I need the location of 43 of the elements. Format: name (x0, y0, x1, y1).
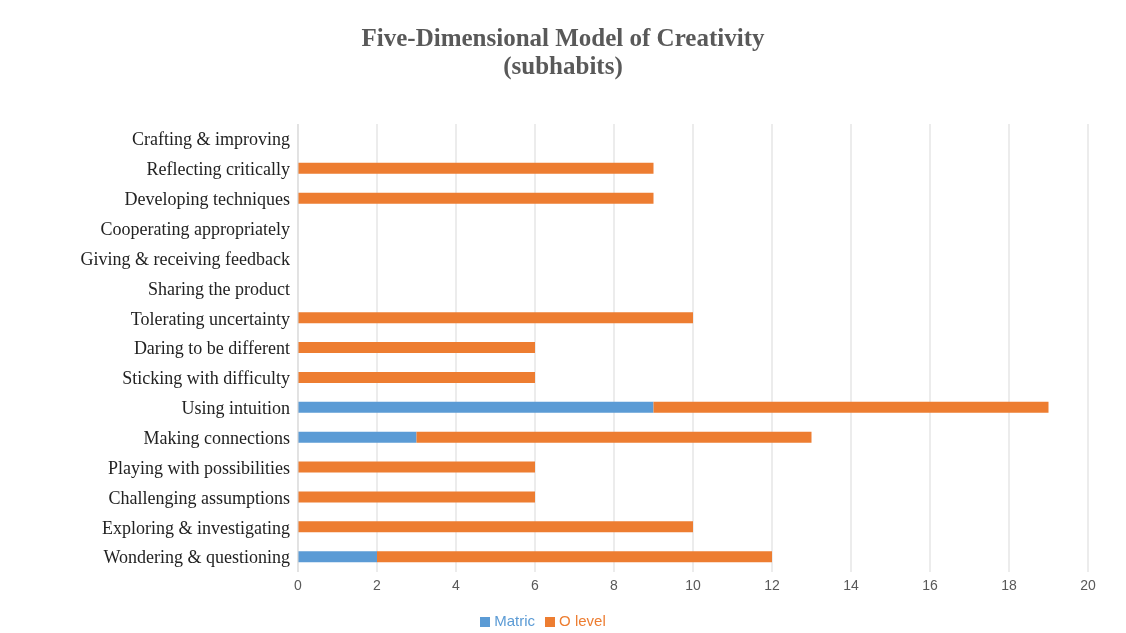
y-tick-label: Daring to be different (133, 338, 290, 359)
x-tick-label: 2 (373, 576, 382, 593)
y-tick-label: Wondering & questioning (103, 547, 290, 568)
bar (298, 192, 654, 204)
y-tick-label: Exploring & investigating (102, 517, 290, 538)
x-tick-label: 14 (843, 576, 859, 593)
x-tick-label: 16 (922, 576, 938, 593)
x-tick-label: 18 (1001, 576, 1017, 593)
chart-title: Five-Dimensional Model of Creativity (subhabits) (360, 23, 766, 82)
y-tick-label: Developing techniques (124, 189, 290, 210)
y-tick-label: Reflecting critically (146, 159, 290, 180)
bar (298, 162, 654, 174)
bar (377, 551, 772, 563)
bar (298, 312, 693, 324)
x-tick-label: 10 (685, 576, 701, 593)
bar (298, 551, 377, 563)
x-tick-label: 0 (294, 576, 303, 593)
y-tick-label: Cooperating appropriately (100, 218, 290, 239)
bar (416, 431, 812, 443)
bar (298, 521, 693, 533)
y-tick-label: Playing with possibilities (107, 457, 290, 478)
bar (298, 491, 535, 503)
y-tick-label: Using intuition (181, 398, 290, 419)
x-tick-label: 8 (610, 576, 619, 593)
bar (298, 401, 654, 413)
legend-label: Matric (494, 612, 536, 629)
y-tick-label: Challenging assumptions (108, 487, 290, 508)
bar (298, 461, 535, 473)
bar (653, 401, 1049, 413)
legend-label: O level (559, 612, 606, 629)
x-tick-label: 12 (764, 576, 780, 593)
y-tick-label: Crafting & improving (132, 129, 290, 150)
x-tick-label: 20 (1080, 576, 1096, 593)
y-tick-label: Giving & receiving feedback (80, 248, 290, 269)
bar (298, 431, 417, 443)
y-tick-label: Sharing the product (148, 278, 290, 299)
y-tick-label: Sticking with difficulty (122, 368, 290, 389)
y-tick-label: Tolerating uncertainty (130, 308, 290, 329)
x-tick-label: 6 (531, 576, 540, 593)
bar (298, 342, 535, 354)
bar (298, 371, 535, 383)
x-tick-label: 4 (452, 576, 461, 593)
y-tick-label: Making connections (143, 427, 290, 448)
